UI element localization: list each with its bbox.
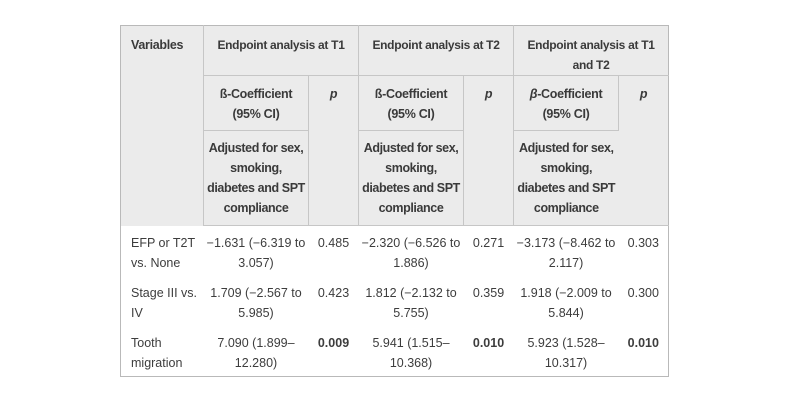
header-row-adjusted: Adjusted for sex, smoking, diabetes and … — [121, 130, 669, 226]
p-value-t1: 0.485 — [317, 236, 350, 250]
header-row-subcolumns: ß-Coefficient (95% CI) p ß-Coefficient (95… — [121, 75, 669, 226]
ci-label: (95% CI) — [387, 107, 435, 121]
p-value-t1: 0.423 — [317, 286, 350, 300]
endpoint-analysis-table: Variables Endpoint analysis at T1 Endpoi… — [120, 25, 670, 377]
beta-symbol: β — [529, 87, 538, 101]
ci-label: (95% CI) — [232, 107, 280, 121]
p-value-t1-and-t2: 0.303 — [627, 236, 659, 250]
coef-header-t1-and-t2: β-Coefficient (95% CI) — [513, 75, 620, 131]
coef-value-t2: 1.812 (−2.132 to 5.755) — [365, 286, 457, 320]
p-header-t2: p — [463, 75, 515, 226]
coef-value-t2: 5.941 (1.515– 10.368) — [372, 336, 450, 370]
header-row-groups: Variables Endpoint analysis at T1 Endpoi… — [120, 25, 669, 226]
coef-label: -Coefficient — [382, 87, 448, 101]
coef-header-t2: ß-Coefficient (95% CI) — [358, 75, 465, 131]
coef-value-t1: 7.090 (1.899– 12.280) — [217, 336, 295, 370]
p-value-t1-and-t2: 0.010 — [627, 336, 659, 350]
table-row-stage-iii-vs-iv: Stage III vs. IV 1.709 (−2.567 to 5.985)… — [121, 276, 669, 326]
coef-label: -Coefficient — [537, 87, 603, 101]
p-value-t2: 0.010 — [472, 336, 505, 350]
p-value-t1-and-t2: 0.300 — [627, 286, 659, 300]
coef-value-t1-and-t2: 5.923 (1.528– 10.317) — [527, 336, 605, 370]
group-header-t1-and-t2: Endpoint analysis at T1 and T2 — [513, 25, 669, 76]
group-header-t1: Endpoint analysis at T1 — [203, 25, 360, 76]
row-variable: Stage III vs. IV — [131, 286, 198, 320]
coef-label: -Coefficient — [227, 87, 293, 101]
p-header-t1-and-t2: p — [618, 75, 669, 226]
adjusted-note-t1: Adjusted for sex, smoking, diabetes and … — [203, 130, 309, 226]
coef-value-t2: −2.320 (−6.526 to 1.886) — [361, 236, 461, 270]
row-variable: EFP or T2T vs. None — [131, 235, 196, 270]
coef-value-t1-and-t2: −3.173 (−8.462 to 2.117) — [516, 236, 616, 270]
p-header-t1: p — [308, 75, 360, 226]
table-row-tooth-migration: Tooth migration 7.090 (1.899– 12.280) 0.… — [121, 326, 669, 377]
beta-symbol: ß — [374, 87, 383, 101]
coef-value-t1: 1.709 (−2.567 to 5.985) — [210, 286, 302, 320]
beta-symbol: ß — [219, 87, 228, 101]
adjusted-note-t1-and-t2: Adjusted for sex, smoking, diabetes and … — [513, 130, 619, 226]
variables-header-cell: Variables — [120, 25, 204, 226]
coef-value-t1-and-t2: 1.918 (−2.009 to 5.844) — [520, 286, 612, 320]
table-row-efp-or-t2t: EFP or T2T vs. None −1.631 (−6.319 to 3.… — [121, 226, 669, 277]
p-value-t2: 0.359 — [472, 286, 505, 300]
group-header-t2: Endpoint analysis at T2 — [358, 25, 515, 76]
coef-header-t1: ß-Coefficient (95% CI) — [203, 75, 309, 131]
coef-value-t1: −1.631 (−6.319 to 3.057) — [206, 236, 306, 270]
ci-label: (95% CI) — [542, 107, 590, 121]
p-value-t2: 0.271 — [472, 236, 505, 250]
adjusted-note-t2: Adjusted for sex, smoking, diabetes and … — [358, 130, 465, 226]
p-value-t1: 0.009 — [317, 336, 350, 350]
row-variable: Tooth migration — [131, 336, 183, 370]
